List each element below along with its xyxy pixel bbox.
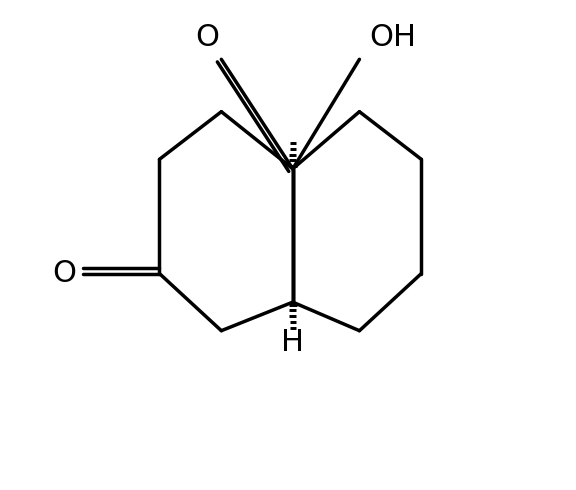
- Text: O: O: [195, 24, 219, 52]
- Text: OH: OH: [369, 24, 416, 52]
- Text: H: H: [281, 328, 304, 357]
- Text: O: O: [52, 259, 76, 288]
